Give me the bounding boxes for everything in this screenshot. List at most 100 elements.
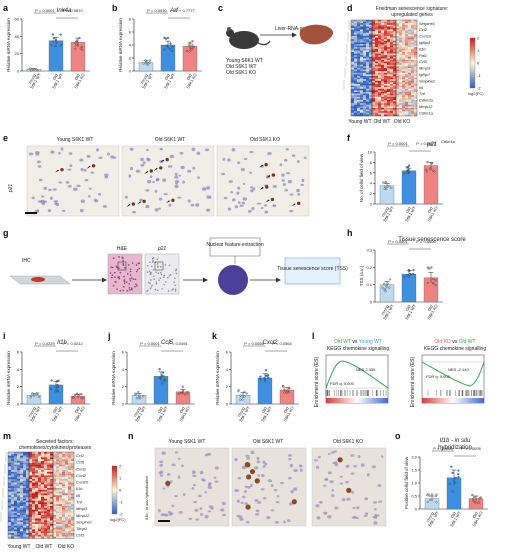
heatmap-cell xyxy=(390,39,394,41)
nucleus xyxy=(175,268,178,271)
heatmap-cell xyxy=(405,52,409,54)
heatmap-cell xyxy=(369,84,373,86)
nucleus xyxy=(298,464,303,468)
gene-title: p21 xyxy=(426,142,437,148)
heatmap-cell xyxy=(35,497,39,499)
heatmap-cell xyxy=(390,106,394,109)
heatmap-cell xyxy=(381,58,385,61)
heatmap-cell xyxy=(53,482,57,485)
heatmap-cell xyxy=(372,90,376,93)
heatmap-cell xyxy=(360,80,364,83)
heatmap-cell xyxy=(411,56,415,59)
heatmap-cell xyxy=(53,486,57,489)
heatmap-cell xyxy=(8,482,12,485)
x-tick-label: YoungS6K1 WT xyxy=(378,301,395,321)
heatmap-cell xyxy=(381,36,385,38)
heatmap-cell xyxy=(372,32,376,35)
heatmap-cell xyxy=(366,34,370,37)
nucleus xyxy=(161,288,163,290)
nucleus xyxy=(341,498,346,502)
nucleus xyxy=(221,501,226,505)
heatmap-cell xyxy=(11,529,15,532)
heatmap-cell xyxy=(50,480,54,483)
heatmap-cell xyxy=(11,516,15,519)
heatmap-cell xyxy=(11,507,15,510)
nucleus xyxy=(172,288,175,290)
nucleus xyxy=(145,204,150,209)
heatmap-cell xyxy=(357,58,361,61)
heatmap-cell xyxy=(399,34,403,37)
heatmap-cell xyxy=(405,24,409,27)
heatmap-cell xyxy=(68,497,72,499)
nucleus xyxy=(152,181,155,184)
heatmap-cell xyxy=(378,52,382,54)
heatmap-cell xyxy=(372,111,376,113)
heatmap-cell xyxy=(405,47,409,49)
positive-cell xyxy=(265,185,269,189)
heatmap-cell xyxy=(378,66,382,69)
heatmap-cell xyxy=(62,470,66,472)
nucleus xyxy=(262,465,266,468)
heatmap-cell xyxy=(402,104,406,107)
heatmap-cell xyxy=(23,534,27,537)
heatmap-cell xyxy=(384,76,388,78)
heatmap-cell xyxy=(29,480,33,483)
heatmap-cell xyxy=(26,509,30,512)
heatmap-cell xyxy=(11,531,15,534)
nucleus xyxy=(239,204,244,207)
heatmap-cell xyxy=(375,69,379,72)
nucleus xyxy=(54,202,58,206)
x-tick-label: OldS6K1 KO xyxy=(279,403,295,422)
x-tick-label: OldS6K1 KO xyxy=(423,203,439,222)
heatmap-cell xyxy=(26,529,30,532)
heatmap-cell xyxy=(357,71,361,73)
heatmap-cell xyxy=(354,84,358,86)
nucleus xyxy=(256,460,261,464)
heatmap-cell xyxy=(408,90,412,93)
heatmap-cell xyxy=(20,520,24,523)
heatmap-cell xyxy=(23,516,27,519)
data-point xyxy=(56,384,59,387)
heatmap-cell xyxy=(387,95,391,97)
heatmap-cell xyxy=(59,489,63,492)
heatmap-cell xyxy=(8,459,12,462)
liver-icon xyxy=(299,24,334,45)
heatmap-cell xyxy=(378,64,382,67)
nucleus xyxy=(194,508,199,512)
p-value: P = 0.0564 xyxy=(272,341,292,346)
heatmap-cell xyxy=(41,515,45,517)
heatmap-cell xyxy=(381,100,385,102)
heatmap-cell xyxy=(375,112,379,115)
heatmap-cell xyxy=(387,63,391,65)
nucleus xyxy=(316,516,321,520)
data-point xyxy=(407,268,411,272)
heatmap-cell xyxy=(68,531,72,534)
heatmap-cell xyxy=(38,482,42,485)
heatmap-cell xyxy=(390,24,394,27)
heatmap-cell xyxy=(381,92,385,94)
heatmap-cell xyxy=(378,55,382,57)
heatmap-cell xyxy=(59,455,63,458)
heatmap-cell xyxy=(405,103,409,105)
heatmap-cell xyxy=(53,453,57,456)
heatmap-cell xyxy=(65,461,69,463)
data-point xyxy=(454,481,457,484)
heatmap-cell xyxy=(399,93,403,96)
heatmap-cell xyxy=(59,525,63,528)
heatmap-cell xyxy=(47,516,51,519)
heatmap-cell xyxy=(62,509,66,512)
heatmap-cell xyxy=(23,452,27,454)
heatmap-cell xyxy=(11,457,15,460)
heatmap-cell xyxy=(405,50,409,53)
nucleus xyxy=(207,482,211,487)
heatmap-cell xyxy=(378,82,382,85)
heatmap-cell xyxy=(35,486,39,489)
heatmap-cell xyxy=(411,77,415,80)
p-value: P = 0.0001 xyxy=(388,141,408,146)
heatmap-cell xyxy=(387,56,391,59)
heatmap-cell xyxy=(47,491,51,494)
heatmap-cell xyxy=(59,511,63,514)
nucleus xyxy=(260,488,265,491)
heatmap-cell xyxy=(408,20,412,22)
data-point xyxy=(264,374,268,377)
